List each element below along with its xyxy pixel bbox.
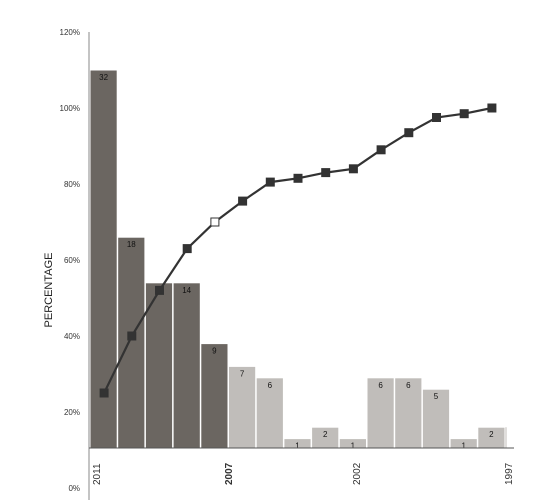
line-marker <box>459 109 469 119</box>
y-tick-label: 60% <box>64 256 80 265</box>
line-marker <box>432 113 441 122</box>
bar-data-label: 6 <box>406 381 411 390</box>
bar-data-label: 1 <box>351 442 356 451</box>
y-axis: 0% 20% 40% 60% 80% 100% 120% <box>60 28 90 500</box>
y-tick-label: 100% <box>60 104 80 113</box>
bar-data-label: 18 <box>127 240 136 249</box>
bar-data-label: 2 <box>489 430 494 439</box>
bar-data-label: 1 <box>461 442 466 451</box>
x-tick-label: 2007 <box>224 462 235 485</box>
bar <box>117 236 146 449</box>
bar <box>200 343 229 449</box>
bar-data-label: 2 <box>323 430 328 439</box>
cumulative-line-series <box>99 103 497 398</box>
line-marker <box>376 145 386 155</box>
line-marker <box>348 164 358 174</box>
line-marker <box>155 285 164 295</box>
bar-data-label: 32 <box>99 73 108 82</box>
line-marker <box>99 388 109 398</box>
bar-data-label: 14 <box>182 286 191 295</box>
bar-data-label: 6 <box>268 381 273 390</box>
bar-data-labels: 32 18 14 9 7 6 1 2 1 6 6 5 1 2 <box>99 73 494 451</box>
y-tick-label: 120% <box>60 28 80 37</box>
line-marker <box>127 331 137 341</box>
bar-data-label: 7 <box>240 369 245 378</box>
bar-data-label: 1 <box>295 442 300 451</box>
line-marker <box>487 103 497 113</box>
line-marker <box>238 196 248 206</box>
y-tick-label: 20% <box>64 408 80 417</box>
line-marker <box>265 177 275 187</box>
bar-data-label: 6 <box>378 381 383 390</box>
x-tick-label: 1997 <box>504 462 515 485</box>
x-tick-label: 2011 <box>92 463 103 485</box>
bar-data-label: 9 <box>212 347 217 356</box>
line-marker <box>404 128 414 138</box>
bar <box>228 365 257 449</box>
x-tick-label: 2002 <box>352 462 363 485</box>
line-marker-open <box>210 217 220 227</box>
y-axis-title: PERCENTAGE <box>43 253 55 328</box>
bar <box>172 282 201 449</box>
line-marker <box>182 244 192 254</box>
y-tick-label: 0% <box>68 484 80 493</box>
bar-series <box>89 69 507 449</box>
y-tick-label: 80% <box>64 180 80 189</box>
bar <box>144 282 174 449</box>
line-marker <box>293 173 303 183</box>
line-marker <box>321 168 331 178</box>
x-axis: 2011 2007 2002 1997 <box>89 447 515 485</box>
bar <box>421 388 451 449</box>
bar-data-label: 5 <box>434 392 439 401</box>
y-tick-label: 40% <box>64 332 80 341</box>
